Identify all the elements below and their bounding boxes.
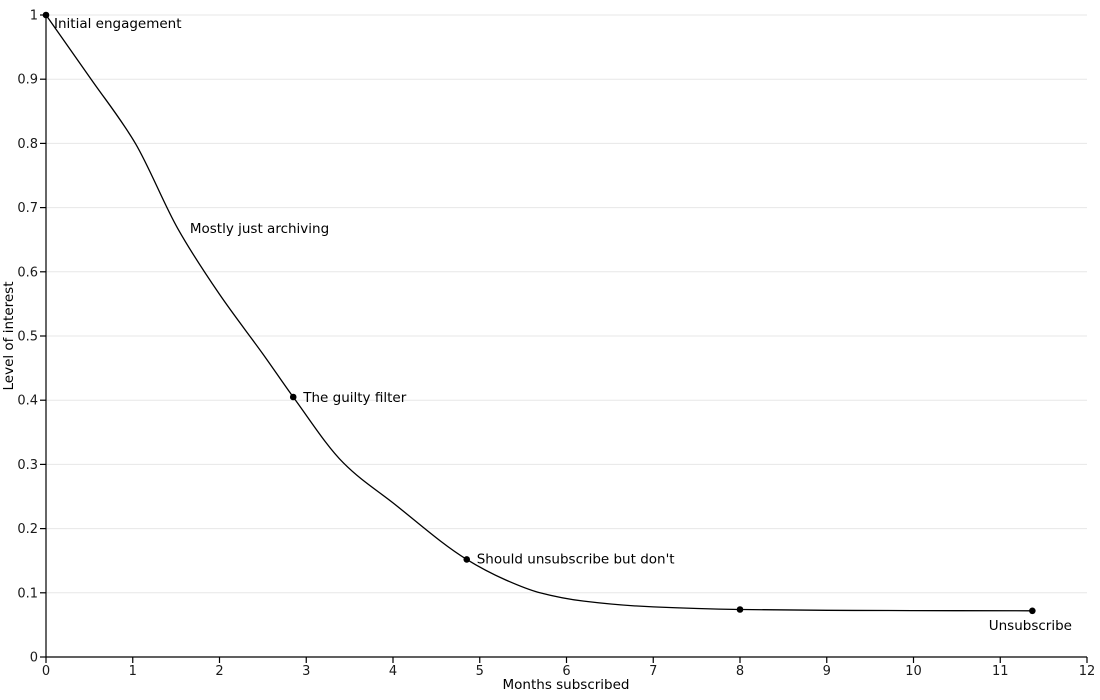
x-tick-label: 4 <box>389 664 397 679</box>
x-tick-label: 0 <box>42 664 50 679</box>
data-point-marker <box>289 393 297 401</box>
x-tick-label: 9 <box>823 664 831 679</box>
y-tick-label: 0 <box>30 651 38 666</box>
annotation-label: Mostly just archiving <box>190 221 329 237</box>
gridlines-layer <box>46 14 1087 594</box>
y-tick-label: 0.6 <box>17 265 38 280</box>
x-tick-label: 6 <box>562 664 570 679</box>
y-tick-label: 0.3 <box>17 458 38 473</box>
y-tick-label: 0.4 <box>17 394 38 409</box>
annotation-label: The guilty filter <box>302 390 406 406</box>
interest-curve <box>45 14 1033 612</box>
x-tick-label: 7 <box>649 664 657 679</box>
y-tick-label: 0.2 <box>17 522 38 537</box>
data-point-marker <box>42 11 50 19</box>
x-axis-title: Months subscribed <box>503 677 630 693</box>
ticks-layer: 0 1 2 3 4 5 6 7 8 9 10 11 1200.10.20.30.40.50.60.70.… <box>17 9 1095 680</box>
x-tick-label: 11 <box>992 664 1009 679</box>
data-point-marker <box>1029 607 1036 615</box>
x-tick-label: 8 <box>736 664 744 679</box>
y-tick-label: 0.5 <box>17 330 38 345</box>
annotation-label: Initial engagement <box>54 16 182 32</box>
x-tick-label: 1 <box>129 664 137 679</box>
annotations-layer: Initial engagement Mostly just archiving T… <box>54 16 1072 634</box>
y-tick-label: 0.1 <box>17 586 38 601</box>
curve-layer <box>42 11 1036 615</box>
y-tick-label: 0.8 <box>17 137 38 152</box>
x-tick-label: 5 <box>476 664 484 679</box>
x-tick-label: 2 <box>215 664 223 679</box>
x-tick-label: 10 <box>905 664 922 679</box>
x-tick-label: 3 <box>302 664 310 679</box>
y-tick-label: 0.7 <box>17 201 38 216</box>
x-tick-label: 12 <box>1079 664 1096 679</box>
annotation-label: Unsubscribe <box>989 618 1072 634</box>
y-tick-label: 1 <box>30 9 38 24</box>
annotation-label: Should unsubscribe but don't <box>477 551 675 567</box>
data-point-marker <box>463 556 471 563</box>
y-tick-label: 0.9 <box>17 73 38 88</box>
data-point-marker <box>736 606 744 613</box>
y-axis-title: Level of interest <box>1 281 17 390</box>
